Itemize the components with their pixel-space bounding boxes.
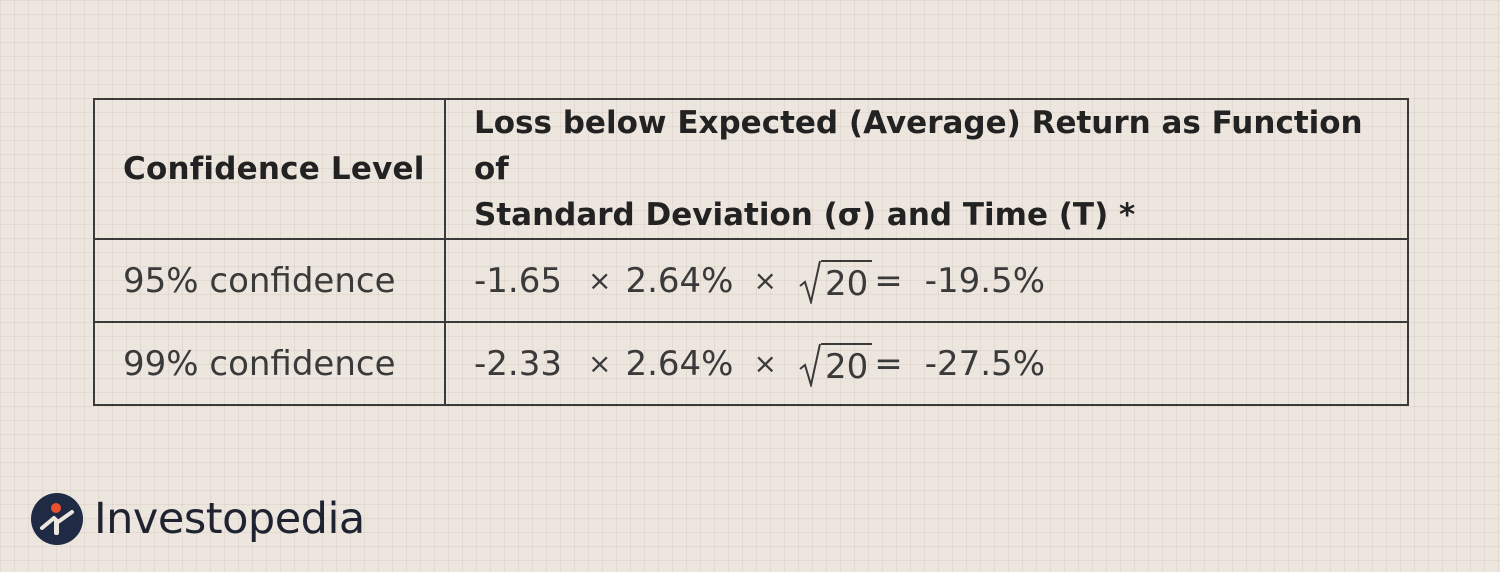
header-confidence-level: Confidence Level bbox=[93, 98, 446, 240]
loss-result: -27.5% bbox=[924, 343, 1045, 384]
loss-formula: -2.33 × 2.64% × 20 = -27.5% bbox=[444, 321, 1409, 406]
radical-sign-icon bbox=[799, 260, 821, 304]
time-periods: 20 bbox=[820, 259, 873, 304]
header-loss-line-2: Standard Deviation (σ) and Time (T) * bbox=[474, 197, 1136, 233]
z-score: -1.65 bbox=[474, 260, 562, 301]
table-row: 99% confidence -2.33 × 2.64% × 20 = -27.5% bbox=[93, 321, 1409, 406]
multiply-sign: × bbox=[588, 264, 612, 297]
time-periods: 20 bbox=[820, 342, 873, 387]
table-header-row: Confidence Level Loss below Expected (Av… bbox=[93, 98, 1409, 240]
multiply-sign: × bbox=[753, 347, 777, 380]
table-row: 95% confidence -1.65 × 2.64% × 20 = -19.5% bbox=[93, 238, 1409, 323]
header-loss-function: Loss below Expected (Average) Return as … bbox=[444, 98, 1409, 240]
z-score: -2.33 bbox=[474, 343, 562, 384]
square-root: 20 bbox=[799, 341, 873, 387]
equals-sign: = bbox=[874, 260, 903, 301]
loss-result: -19.5% bbox=[924, 260, 1045, 301]
multiply-sign: × bbox=[753, 264, 777, 297]
investopedia-logo: Investopedia bbox=[30, 491, 365, 547]
var-table: Confidence Level Loss below Expected (Av… bbox=[93, 98, 1409, 406]
radical-sign-icon bbox=[799, 343, 821, 387]
header-loss-line-1: Loss below Expected (Average) Return as … bbox=[474, 105, 1363, 187]
investopedia-logo-icon bbox=[31, 493, 83, 545]
std-deviation: 2.64% bbox=[625, 343, 734, 384]
confidence-label: 95% confidence bbox=[93, 238, 446, 323]
loss-formula: -1.65 × 2.64% × 20 = -19.5% bbox=[444, 238, 1409, 323]
brand-name: Investopedia bbox=[94, 494, 365, 544]
std-deviation: 2.64% bbox=[625, 260, 734, 301]
equals-sign: = bbox=[874, 343, 903, 384]
multiply-sign: × bbox=[588, 347, 612, 380]
confidence-label: 99% confidence bbox=[93, 321, 446, 406]
square-root: 20 bbox=[799, 258, 873, 304]
